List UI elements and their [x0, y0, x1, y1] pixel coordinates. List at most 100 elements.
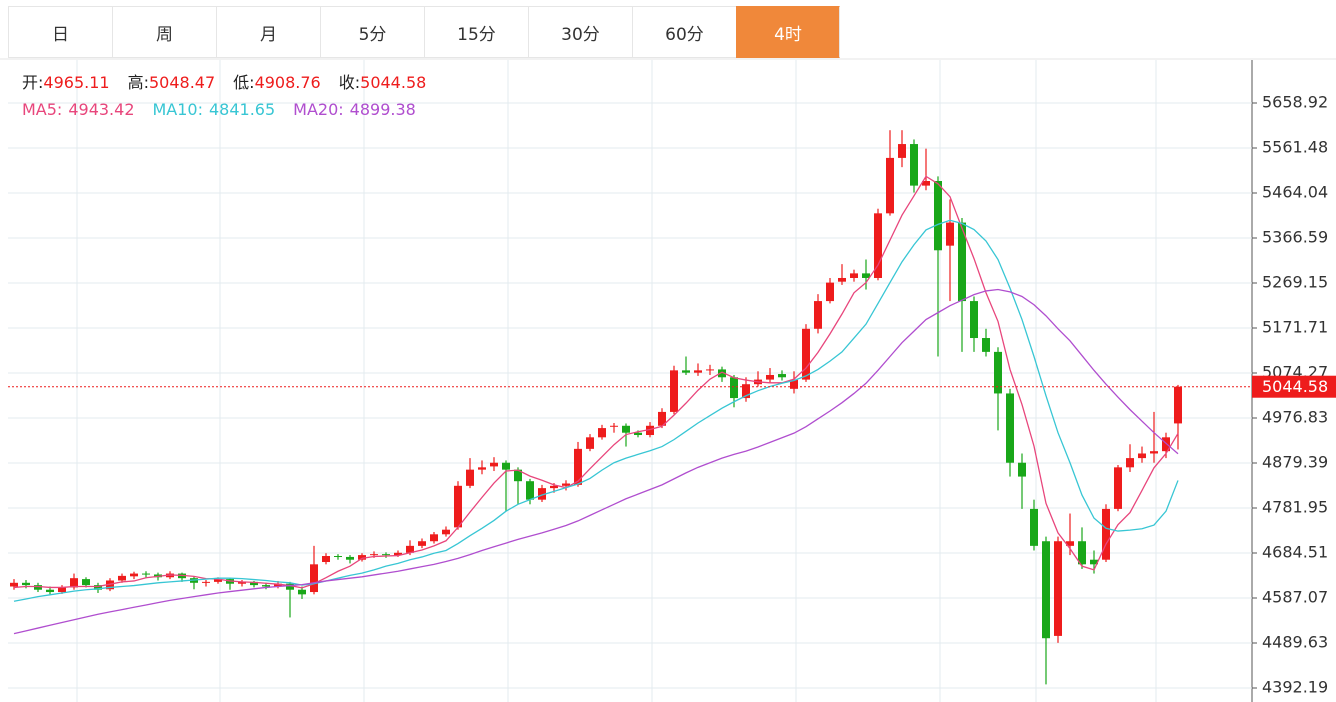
candle-body: [286, 583, 294, 590]
candle-body: [958, 222, 966, 302]
candle-body: [106, 580, 114, 590]
candle-body: [838, 277, 846, 282]
candle-body: [538, 488, 546, 500]
ma-legend-value: 4899.38: [350, 100, 416, 119]
ma-legend-value: 4841.65: [209, 100, 275, 119]
period-tab[interactable]: 15分: [424, 6, 528, 58]
candle-body: [1018, 462, 1026, 477]
candle-body: [1066, 541, 1074, 546]
candle-body: [718, 369, 726, 378]
candle-body: [22, 582, 30, 586]
candle-body: [130, 573, 138, 577]
candle-body: [742, 384, 750, 399]
candle-body: [58, 587, 66, 593]
candle-body: [514, 469, 522, 482]
ma-legend-value: 4943.42: [68, 100, 134, 119]
candle-body: [430, 534, 438, 542]
period-tab[interactable]: 60分: [632, 6, 736, 58]
candle-body: [778, 374, 786, 378]
candle-body: [250, 581, 258, 586]
candle-body: [970, 301, 978, 339]
candle-body: [622, 425, 630, 433]
last-price-tag: [1252, 375, 1336, 398]
candle-body: [238, 581, 246, 584]
candle-body: [202, 581, 210, 583]
candle-body: [790, 379, 798, 389]
period-tab[interactable]: 月: [216, 6, 320, 58]
y-tick-label: 5269.15: [1262, 272, 1328, 291]
candle-body: [826, 282, 834, 302]
candle-body: [10, 582, 18, 587]
candle-body: [1078, 541, 1086, 565]
candle-body: [526, 481, 534, 500]
candle-body: [1174, 386, 1182, 424]
candle-body: [934, 181, 942, 251]
candle-body: [994, 351, 1002, 394]
candle-body: [1090, 559, 1098, 565]
candle-body: [682, 370, 690, 373]
candle-body: [802, 328, 810, 380]
period-tab[interactable]: 周: [112, 6, 216, 58]
ohlc-label: 高:: [128, 73, 149, 92]
candle-body: [454, 485, 462, 528]
y-tick-label: 5464.04: [1262, 182, 1328, 201]
candle-body: [634, 432, 642, 436]
candle-body: [1054, 541, 1062, 636]
candle-body: [370, 554, 378, 556]
candle-body: [982, 338, 990, 352]
ma-line: [13, 219, 1179, 602]
ma-legend-name: MA10:: [153, 100, 204, 119]
candle-body: [646, 425, 654, 436]
period-tab[interactable]: 日: [8, 6, 112, 58]
candle-body: [478, 467, 486, 470]
candle-body: [1114, 467, 1122, 509]
ohlc-value: 5048.47: [149, 73, 215, 92]
candle-body: [418, 541, 426, 546]
ma-legend-name: MA20:: [293, 100, 344, 119]
candle-body: [562, 483, 570, 486]
y-tick-label: 4489.63: [1262, 633, 1328, 652]
candle-body: [874, 213, 882, 278]
candle-body: [1138, 453, 1146, 459]
candle-body: [310, 564, 318, 593]
candle-body: [922, 181, 930, 186]
ohlc-text: 开:4965.11 高:5048.47 低:4908.76 收:5044.58: [22, 73, 426, 92]
candle-body: [82, 579, 90, 586]
candle-body: [814, 301, 822, 329]
ohlc-label: 收:: [339, 73, 360, 92]
period-tab[interactable]: 4时: [736, 6, 840, 58]
ohlc-label: 开:: [22, 73, 43, 92]
candle-body: [898, 144, 906, 158]
y-tick-label: 5658.92: [1262, 92, 1328, 111]
y-tick-label: 4976.83: [1262, 408, 1328, 427]
candle-body: [322, 556, 330, 563]
candle-body: [550, 485, 558, 489]
candle-body: [574, 448, 582, 485]
candle-body: [442, 529, 450, 535]
candle-body: [658, 411, 666, 426]
ohlc-value: 5044.58: [360, 73, 426, 92]
last-price-label: 5044.58: [1262, 377, 1328, 396]
candle-body: [1006, 393, 1014, 463]
period-tabs: 日周月 5分 15分 30分 60分 4时: [8, 6, 840, 58]
period-tab[interactable]: 5分: [320, 6, 424, 58]
candle-body: [334, 556, 342, 558]
candle-body: [346, 556, 354, 560]
candle-body: [142, 573, 150, 575]
candle-body: [694, 370, 702, 373]
ma-legend: MA5: 4943.42 MA10: 4841.65 MA20: 4899.38: [22, 100, 416, 119]
candle-body: [850, 273, 858, 278]
y-tick-label: 5561.48: [1262, 137, 1328, 156]
y-tick-label: 4781.95: [1262, 498, 1328, 517]
candle-body: [1126, 458, 1134, 468]
period-tab[interactable]: 30分: [528, 6, 632, 58]
ohlc-label: 低:: [233, 73, 254, 92]
candle-body: [706, 369, 714, 371]
candle-body: [490, 462, 498, 467]
y-tick-label: 4392.19: [1262, 678, 1328, 697]
candle-body: [262, 585, 270, 587]
candle-body: [670, 370, 678, 412]
candle-body: [214, 579, 222, 582]
ma-legend-name: MA5:: [22, 100, 62, 119]
